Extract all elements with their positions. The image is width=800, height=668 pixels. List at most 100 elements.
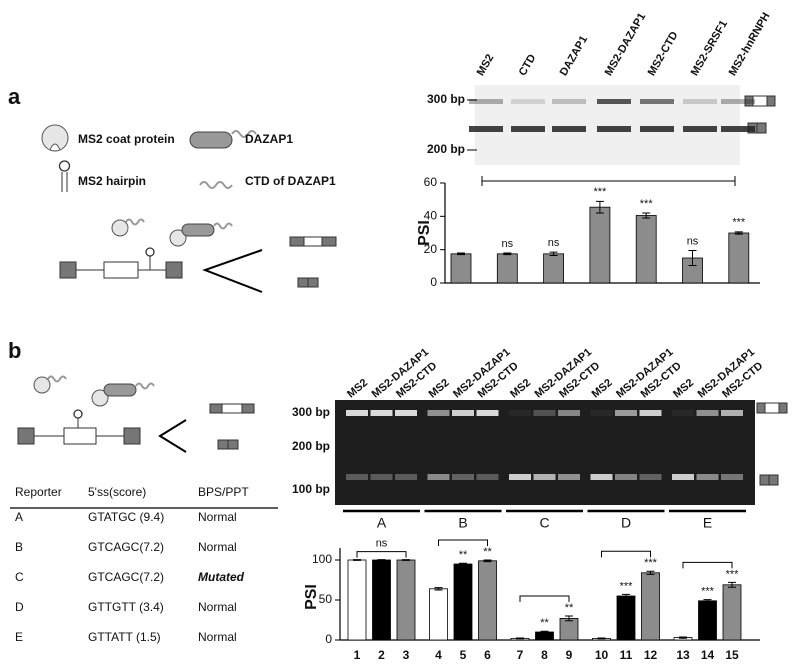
significance: *** xyxy=(732,217,746,229)
table-header: Reporter xyxy=(15,485,62,499)
bar xyxy=(478,560,497,641)
gel-band xyxy=(476,410,499,416)
y-axis-title: PSI xyxy=(303,584,320,610)
gel-band xyxy=(476,474,499,480)
lane-label: MS2 xyxy=(590,377,615,401)
group-label: D xyxy=(621,515,631,531)
marker-label: 200 bp xyxy=(427,142,465,156)
bracket xyxy=(438,539,488,546)
significance: *** xyxy=(644,557,658,569)
gel-band xyxy=(640,99,674,104)
gel-band xyxy=(590,474,613,480)
significance: ns xyxy=(687,235,699,247)
bar xyxy=(616,595,636,641)
table-cell: C xyxy=(15,570,24,584)
error-bar xyxy=(646,570,655,575)
bar xyxy=(429,588,448,641)
gel-band xyxy=(452,410,474,416)
table-cell: B xyxy=(15,540,23,554)
gel-band xyxy=(511,126,545,132)
lane-label: CTD xyxy=(517,52,539,78)
gel-band xyxy=(533,410,556,416)
significance: *** xyxy=(640,198,654,210)
gel-band xyxy=(721,126,755,132)
error-bar xyxy=(503,252,512,256)
lane-label: MS2-SRSF1 xyxy=(689,18,730,77)
group-label: B xyxy=(458,515,467,531)
significance: *** xyxy=(620,580,634,592)
x-tick-label: 13 xyxy=(676,648,690,662)
error-bar xyxy=(457,252,465,256)
legend-text: CTD of DAZAP1 xyxy=(245,174,336,188)
x-tick-label: 1 xyxy=(354,648,361,662)
error-bar xyxy=(703,599,712,603)
error-bar xyxy=(377,559,386,561)
table-cell: Normal xyxy=(198,630,237,644)
significance: ns xyxy=(376,538,388,550)
x-tick-label: 10 xyxy=(595,648,609,662)
gel-band xyxy=(696,474,719,480)
error-bar xyxy=(595,200,604,214)
gel-band xyxy=(683,99,717,104)
error-bar xyxy=(597,637,606,640)
lane-label: MS2-hnRNPH xyxy=(727,11,773,78)
y-axis-title: PSI xyxy=(416,220,433,246)
bracket xyxy=(519,595,570,602)
y-tick-label: 20 xyxy=(424,242,438,256)
error-bar xyxy=(540,630,549,634)
error-bar xyxy=(688,250,697,266)
error-bar xyxy=(402,559,410,561)
group-label: E xyxy=(703,515,712,531)
gel-band xyxy=(721,474,743,480)
gel-band xyxy=(721,410,743,416)
significance: ** xyxy=(565,602,574,614)
significance: ** xyxy=(483,546,492,558)
gel-band xyxy=(370,410,393,416)
panel-label: a xyxy=(8,84,21,109)
x-tick-label: 9 xyxy=(566,648,573,662)
gel-band xyxy=(533,474,556,480)
significance: ** xyxy=(540,617,549,629)
significance: ns xyxy=(548,237,560,249)
bar xyxy=(496,253,518,284)
bracket xyxy=(481,176,736,186)
gel-band xyxy=(615,410,637,416)
table-cell: Normal xyxy=(198,510,237,524)
x-tick-label: 12 xyxy=(644,648,658,662)
gel-band xyxy=(427,410,450,416)
bar xyxy=(347,559,367,641)
significance: ** xyxy=(459,549,468,561)
bar xyxy=(698,600,717,641)
marker-label: 300 bp xyxy=(292,405,330,419)
significance: *** xyxy=(726,568,740,580)
error-bar xyxy=(459,562,467,566)
lane-label: MS2 xyxy=(475,52,497,78)
gel-band xyxy=(469,126,503,132)
table-cell: GTTGTT (3.4) xyxy=(88,600,164,614)
legend-text: MS2 hairpin xyxy=(78,174,146,188)
gel-band xyxy=(509,474,531,480)
gel-band xyxy=(558,474,580,480)
bar xyxy=(635,215,657,284)
table-header: BPS/PPT xyxy=(198,485,249,499)
significance: ns xyxy=(501,238,513,250)
lane-label: MS2 xyxy=(508,377,533,401)
gel-band xyxy=(696,410,719,416)
error-bar xyxy=(679,636,687,639)
x-tick-label: 15 xyxy=(725,648,739,662)
group-label: A xyxy=(377,515,387,531)
error-bar xyxy=(728,581,736,588)
gel-band xyxy=(640,126,674,132)
x-tick-label: 2 xyxy=(378,648,385,662)
lane-label: MS2 xyxy=(427,377,452,401)
gel-band xyxy=(721,99,755,104)
table-cell: A xyxy=(15,510,23,524)
group-label: C xyxy=(539,515,549,531)
significance: *** xyxy=(593,186,607,198)
error-bar xyxy=(483,559,492,563)
gel-band xyxy=(395,410,417,416)
gel-band xyxy=(558,410,580,416)
legend-text: MS2 coat protein xyxy=(78,132,175,146)
bar xyxy=(559,618,579,641)
bar xyxy=(543,253,564,284)
